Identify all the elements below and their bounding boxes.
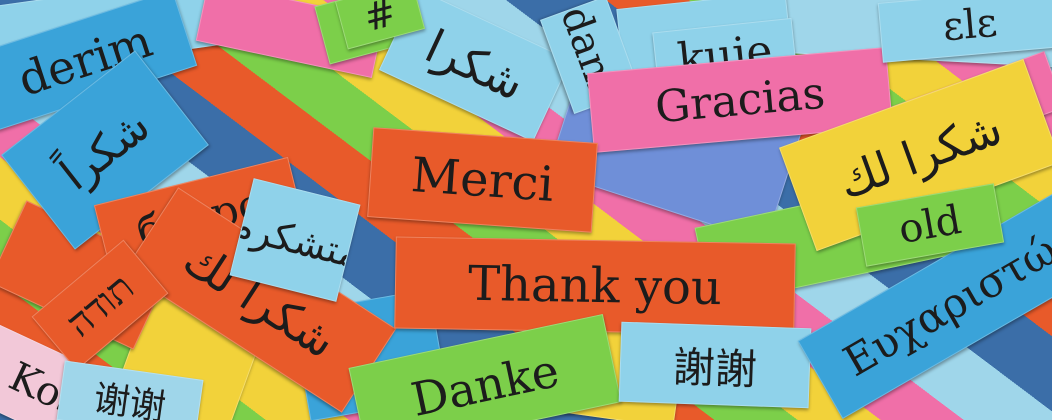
paper-slip-merci: Merci <box>367 127 598 233</box>
paper-slip-chinese: 謝謝 <box>618 321 812 409</box>
